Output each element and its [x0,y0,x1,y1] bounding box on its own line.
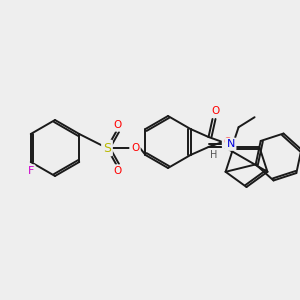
Text: F: F [28,166,34,176]
Text: S: S [103,142,111,154]
Text: O: O [224,137,232,147]
Text: H: H [210,150,217,160]
Text: O: O [114,166,122,176]
Text: O: O [131,143,139,153]
Text: N: N [226,139,235,149]
Text: O: O [114,120,122,130]
Text: O: O [212,106,220,116]
